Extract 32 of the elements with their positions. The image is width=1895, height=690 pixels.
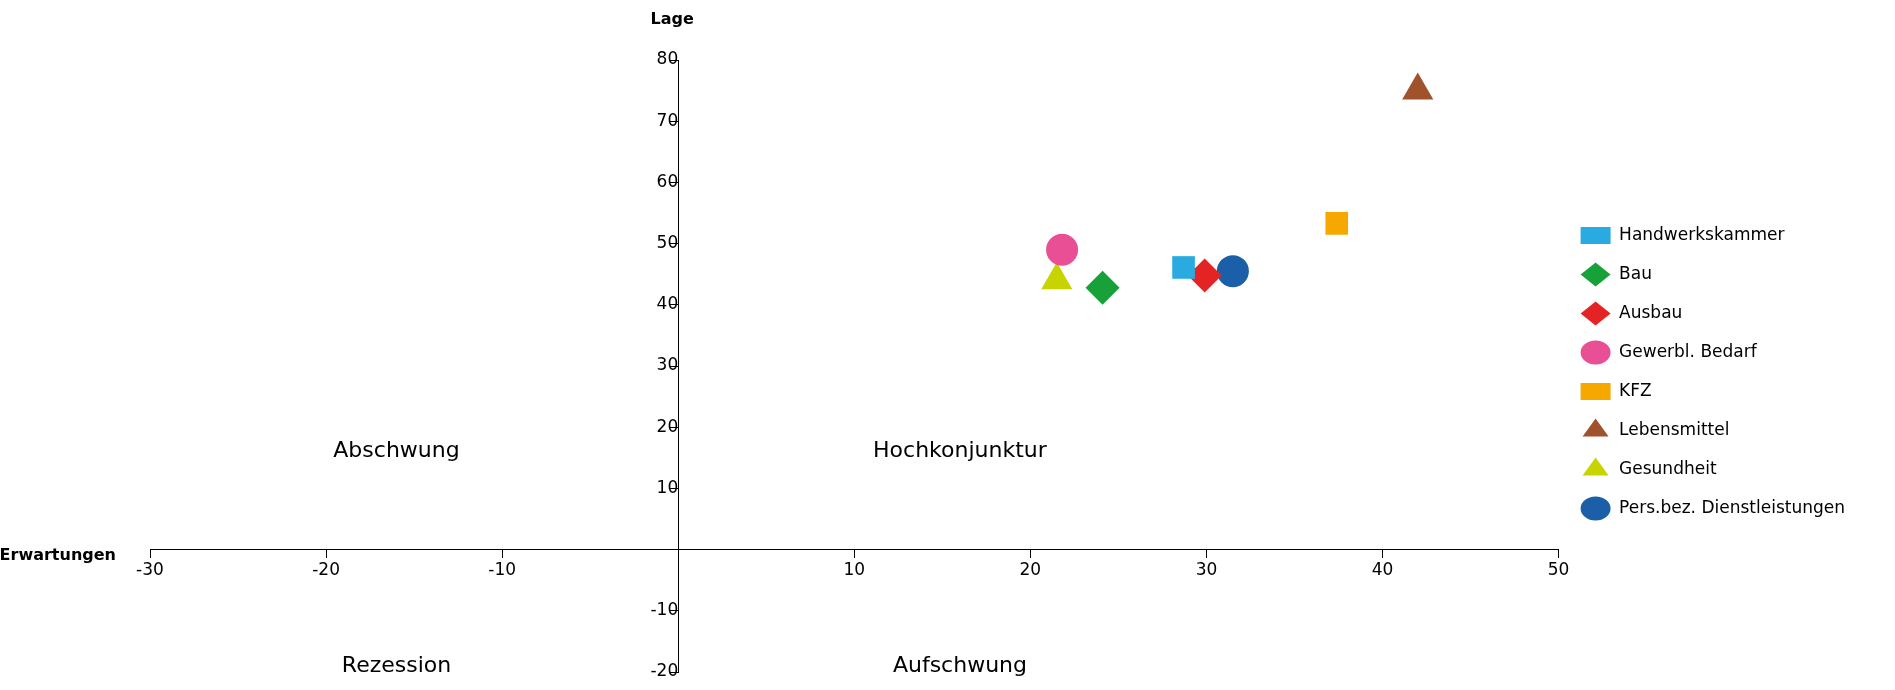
x-tick-label: -30 [136,559,164,580]
annotation: Aufschwung [892,651,1027,677]
y-tick-label: 50 [656,232,679,253]
x-tick-label: 50 [1547,559,1570,580]
legend-label: Gesundheit [1619,457,1717,478]
x-tick-label: 10 [843,559,866,580]
legend-label: Gewerbl. Bedarf [1619,340,1758,361]
y-tick-label: 60 [656,170,679,191]
x-tick-label: -20 [312,559,340,580]
legend-label: Bau [1619,262,1652,283]
x-tick-label: -10 [488,559,517,580]
y-tick-label: -10 [650,599,679,620]
y-tick-label: 70 [656,109,679,130]
annotation: Abschwung [333,437,460,463]
x-tick-label: 30 [1195,559,1218,580]
annotation: Hochkonjunktur [873,437,1048,463]
y-tick-label: 40 [656,293,679,314]
y-tick-label: 20 [656,415,679,436]
x-tick-label: 40 [1371,559,1394,580]
legend-label: Ausbau [1619,301,1683,322]
y-axis-title: Lage [650,9,695,29]
y-tick-label: 10 [656,476,679,497]
legend-label: Pers.bez. Dienstleistungen [1619,496,1845,517]
legend-label: Lebensmittel [1619,418,1730,439]
x-axis-title: Erwartungen [0,544,116,564]
annotation: Rezession [341,651,452,677]
y-tick-label: 30 [656,354,679,375]
legend-label: KFZ [1619,379,1652,400]
x-tick-label: 20 [1019,559,1042,580]
y-tick-label: -20 [650,660,679,681]
legend-label: Handwerkskammer [1619,223,1785,244]
y-tick-label: 80 [656,48,679,69]
